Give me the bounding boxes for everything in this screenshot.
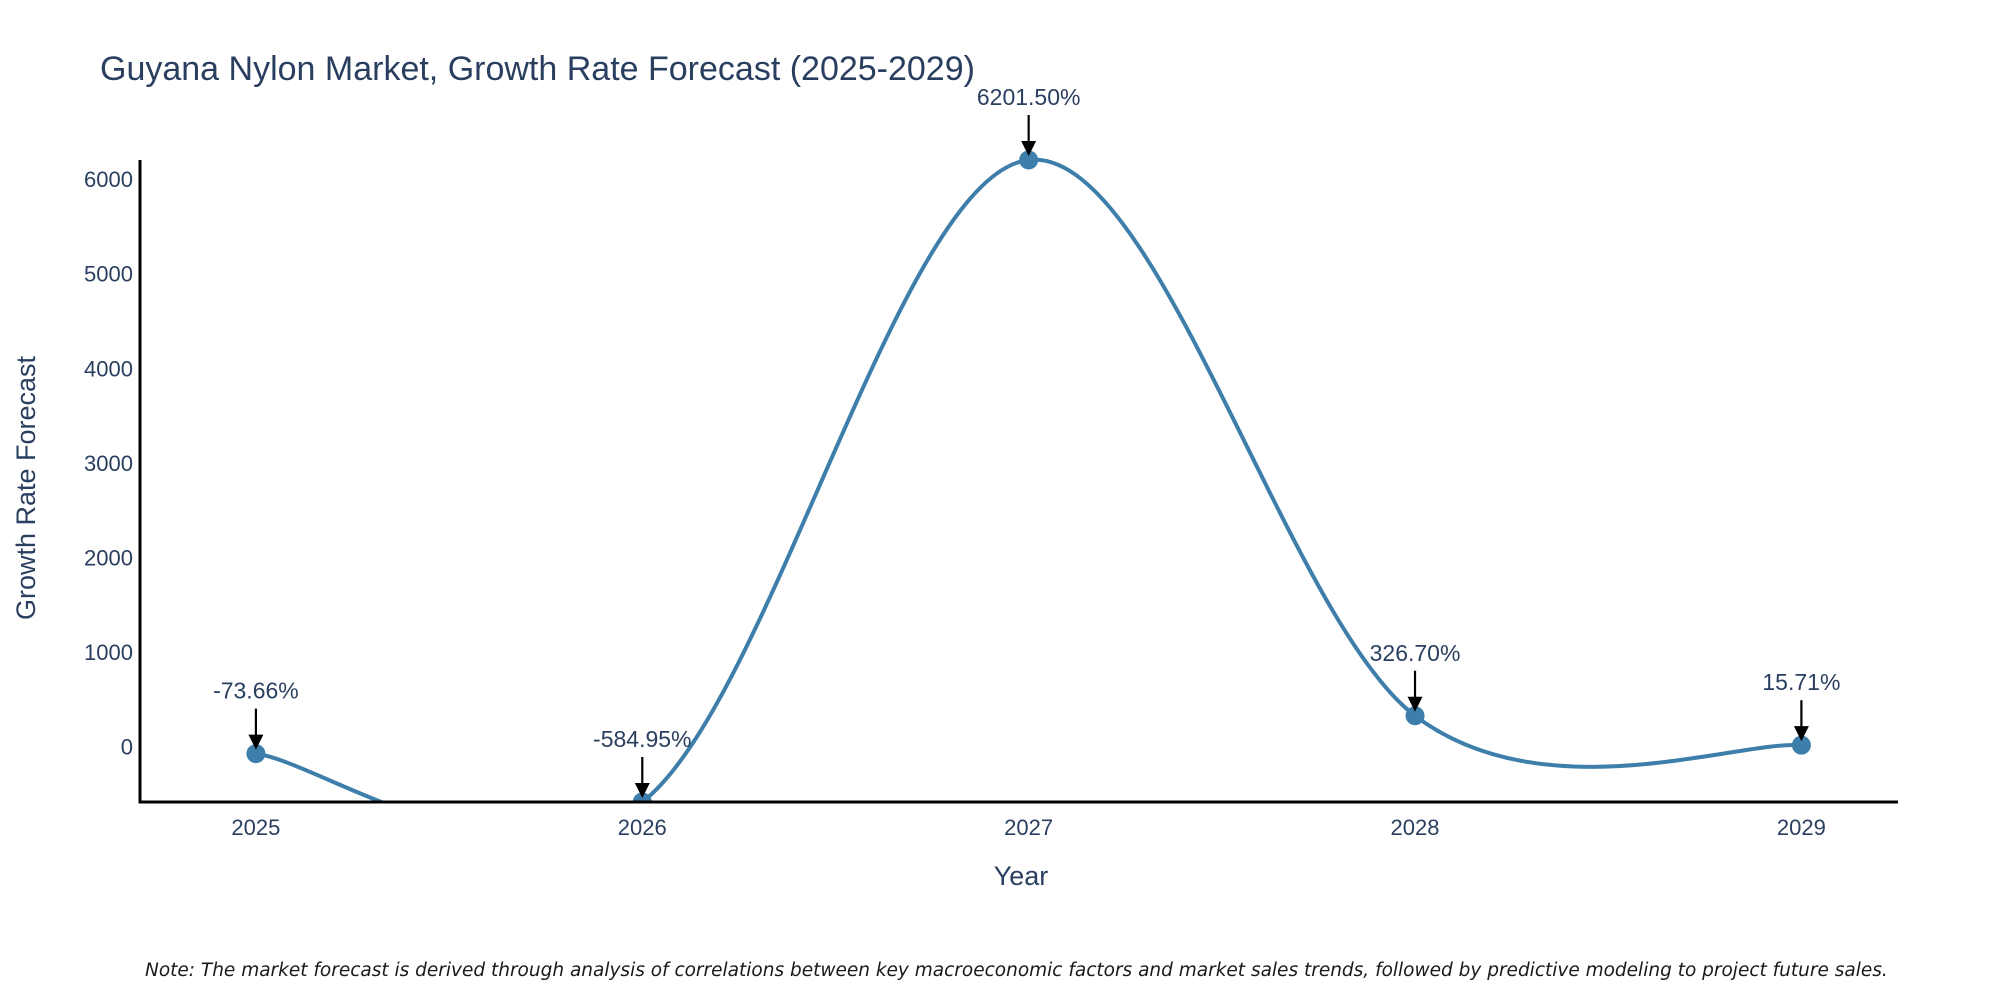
annotation-2027: 6201.50%	[977, 84, 1081, 156]
data-point-2028	[1405, 706, 1425, 726]
data-point-2027	[1019, 150, 1039, 170]
annotation-arrow-head	[248, 734, 264, 750]
data-point-2025	[246, 744, 266, 764]
y-tick-label: 1000	[84, 640, 133, 665]
annotation-2026: -584.95%	[593, 726, 692, 798]
chart-title: Guyana Nylon Market, Growth Rate Forecas…	[100, 50, 975, 88]
data-annotations: -73.66% -584.95% 6201.50% 326.70% 15.71%	[213, 84, 1840, 798]
y-axis-title: Growth Rate Forecast	[11, 355, 41, 620]
data-label: -584.95%	[593, 726, 691, 752]
series-line	[253, 157, 1804, 802]
footnote: Note: The market forecast is derived thr…	[145, 960, 1888, 981]
y-tick-label: 2000	[84, 545, 133, 570]
y-tick-label: 4000	[84, 356, 133, 381]
data-label: -73.66%	[213, 678, 299, 704]
data-markers	[246, 150, 1811, 802]
y-tick-label: 3000	[84, 451, 133, 476]
y-axis-ticks: 0 1000 2000 3000 4000 5000 6000	[84, 167, 133, 760]
x-tick-label: 2025	[231, 815, 280, 840]
x-tick-label: 2029	[1777, 815, 1826, 840]
data-label: 6201.50%	[977, 84, 1081, 110]
annotation-arrow-head	[1407, 696, 1423, 712]
y-tick-label: 6000	[84, 167, 133, 192]
annotation-2028: 326.70%	[1370, 640, 1461, 712]
data-label: 326.70%	[1370, 640, 1461, 666]
x-axis-title: Year	[994, 861, 1049, 891]
x-tick-label: 2028	[1391, 815, 1440, 840]
annotation-arrow-head	[634, 783, 650, 798]
data-label: 15.71%	[1762, 669, 1840, 695]
annotation-arrow-head	[1793, 726, 1809, 742]
x-axis-ticks: 2025 2026 2027 2028 2029	[231, 815, 1825, 840]
plot-area	[246, 150, 1811, 802]
data-point-2029	[1791, 735, 1811, 755]
annotation-arrow-head	[1021, 141, 1037, 156]
y-tick-label: 5000	[84, 262, 133, 287]
y-tick-label: 0	[121, 735, 133, 760]
x-tick-label: 2027	[1004, 815, 1053, 840]
annotation-2025: -73.66%	[213, 678, 299, 750]
x-tick-label: 2026	[618, 815, 667, 840]
annotation-2029: 15.71%	[1762, 669, 1840, 742]
